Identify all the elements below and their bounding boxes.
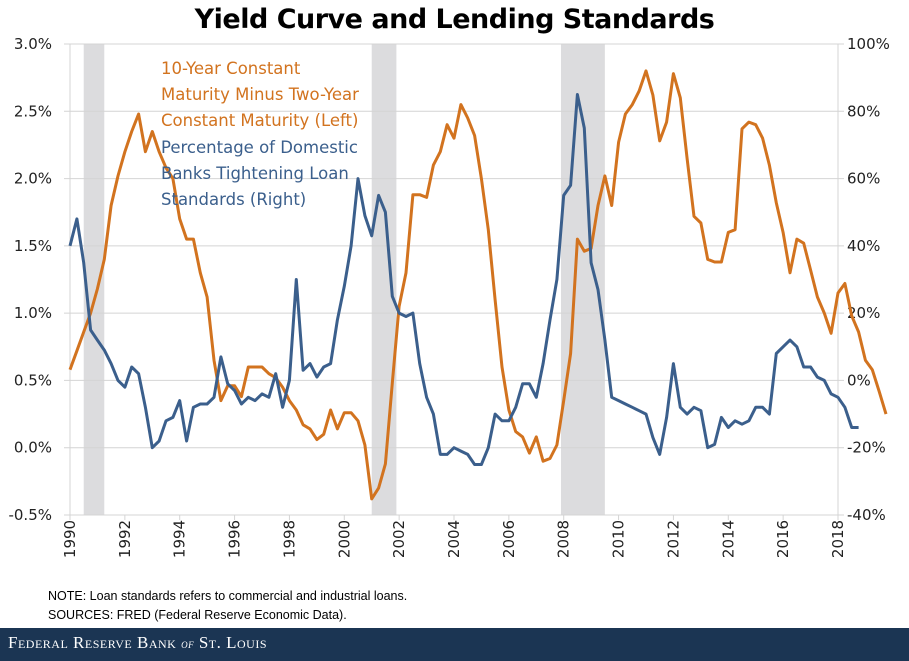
legend-text-line: Standards (Right)	[161, 190, 307, 210]
right-axis-tick-label: 0%	[847, 371, 871, 389]
note-text: NOTE: Loan standards refers to commercia…	[48, 589, 408, 603]
footer-text-of: of	[181, 636, 195, 651]
legend-text-line: Constant Maturity (Left)	[161, 111, 359, 131]
left-axis-tick-label: 1.0%	[14, 304, 52, 322]
legend-text-line: Banks Tightening Loan	[161, 163, 349, 183]
x-axis-tick-label: 2004	[445, 520, 463, 558]
chart-svg: 3.0% 2.5% 2.0% 1.5% 1.0% 0.5% 0.0% -0.5% 100% 80%…	[8, 35, 889, 558]
x-axis-tick-label: 2014	[719, 520, 737, 558]
x-axis-tick-label: 2000	[335, 520, 353, 558]
legend-item-lending-standards: Percentage of Domestic Banks Tightening …	[161, 135, 359, 214]
sources-text: SOURCES: FRED (Federal Reserve Economic …	[48, 608, 347, 622]
x-axis-tick-label: 1992	[116, 520, 134, 558]
recession-bar	[371, 44, 397, 515]
footer-text-post: St. Louis	[194, 633, 268, 652]
x-axis-tick-label: 2002	[390, 520, 408, 558]
recession-bar	[83, 44, 105, 515]
legend-text-line: Maturity Minus Two-Year	[161, 85, 359, 105]
x-axis-tick-label: 2006	[500, 520, 518, 558]
right-axis-tick-label: 40%	[847, 237, 880, 255]
x-axis-tick-label: 2008	[555, 520, 573, 558]
series-line-lending-standards	[68, 93, 859, 466]
left-axis-tick-label: -0.5%	[8, 506, 52, 524]
x-axis-tick-label: 1996	[226, 520, 244, 558]
left-axis-tick-label: 0.0%	[14, 439, 52, 457]
left-axis-tick-label: 3.0%	[14, 35, 52, 53]
x-axis-tick-label: 1998	[280, 520, 298, 558]
right-axis-tick-label: -20%	[847, 439, 886, 457]
left-axis-tick-label: 1.5%	[14, 237, 52, 255]
right-axis-tick-label: 60%	[847, 170, 880, 188]
x-axis-tick-label: 2018	[829, 520, 847, 558]
right-axis-tick-label: -40%	[847, 506, 886, 524]
x-axis-tick-label: 1994	[171, 520, 189, 558]
legend-text-line: 10-Year Constant	[161, 59, 301, 78]
x-axis-tick-label: 2012	[664, 520, 682, 558]
right-axis-tick-label: 100%	[847, 35, 890, 53]
axes: 3.0% 2.5% 2.0% 1.5% 1.0% 0.5% 0.0% -0.5% 100% 80%…	[8, 35, 889, 558]
right-axis-tick-label: 80%	[847, 102, 880, 120]
series-line-yield-spread	[68, 69, 888, 501]
legend: 10-Year Constant Maturity Minus Two-Year…	[161, 56, 359, 213]
left-axis-tick-label: 0.5%	[14, 371, 52, 389]
chart-title: Yield Curve and Lending Standards	[194, 4, 715, 35]
left-axis-tick-label: 2.5%	[14, 102, 52, 120]
x-axis-tick-label: 2016	[774, 520, 792, 558]
right-axis-tick-label: 20%	[847, 304, 880, 322]
series-lines	[68, 69, 888, 501]
left-axis-tick-label: 2.0%	[14, 170, 52, 188]
legend-item-yield-spread: 10-Year Constant Maturity Minus Two-Year…	[161, 56, 359, 135]
footer-text-pre: Federal Reserve Bank	[8, 633, 182, 652]
x-axis-tick-label: 2010	[610, 520, 628, 558]
footer-banner: Federal Reserve Bank of St. Louis	[0, 628, 909, 661]
footer-logo-text: Federal Reserve Bank of St. Louis	[8, 633, 267, 653]
legend-text-line: Percentage of Domestic	[161, 137, 358, 157]
x-axis-tick-label: 1990	[61, 520, 79, 558]
